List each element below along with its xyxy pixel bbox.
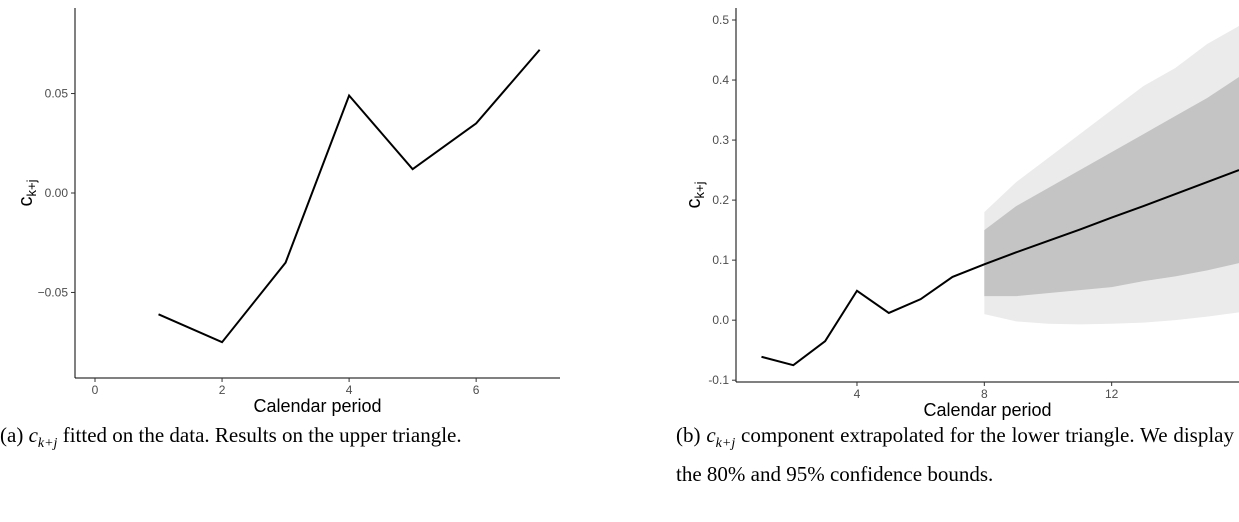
x-tick-label: 2 <box>219 383 226 397</box>
line <box>761 169 1239 367</box>
caption-text: fitted on the data. Results on the upper… <box>62 423 462 447</box>
y-axis-label-main: c <box>683 198 705 208</box>
y-axis-label-main: c <box>15 196 37 206</box>
x-tick-label: 12 <box>1105 387 1119 401</box>
y-tick-label: 0.0 <box>712 313 729 327</box>
y-tick-label: −0.05 <box>38 285 69 299</box>
y-tick-label: 0.00 <box>45 186 69 200</box>
x-tick-label: 4 <box>854 387 861 401</box>
caption-label: (a) <box>0 423 24 447</box>
y-tick-label: 0.1 <box>712 253 729 267</box>
y-tick-label: -0.1 <box>708 373 729 387</box>
y-axis-label: ck+j <box>15 179 39 206</box>
x-tick-label: 0 <box>92 383 99 397</box>
caption-math-sub: k+j <box>715 436 736 452</box>
caption-math: c <box>706 423 716 447</box>
y-axis-label-sub: k+j <box>24 179 39 196</box>
x-axis-label: Calendar period <box>253 396 381 416</box>
x-tick-label: 8 <box>981 387 988 401</box>
caption: (a) ck+j fitted on the data. Results on … <box>0 420 600 459</box>
x-axis-label: Calendar period <box>923 400 1051 420</box>
x-tick-label: 6 <box>473 383 480 397</box>
caption-math: c <box>28 423 38 447</box>
caption-label: (b) <box>676 423 701 447</box>
y-axis-label: ck+j <box>683 181 707 208</box>
caption-text: component extrapolated for the lower tri… <box>676 423 1234 487</box>
x-tick-label: 4 <box>346 383 353 397</box>
y-tick-label: 0.2 <box>712 193 729 207</box>
y-tick-label: 0.4 <box>712 73 729 87</box>
caption-math-sub: k+j <box>37 436 58 452</box>
caption: (b) ck+j component extrapolated for the … <box>676 420 1234 490</box>
y-axis-label-sub: k+j <box>692 181 707 198</box>
y-tick-label: 0.05 <box>45 87 69 101</box>
y-tick-label: 0.3 <box>712 133 729 147</box>
y-tick-label: 0.5 <box>712 13 729 27</box>
line <box>158 49 541 344</box>
